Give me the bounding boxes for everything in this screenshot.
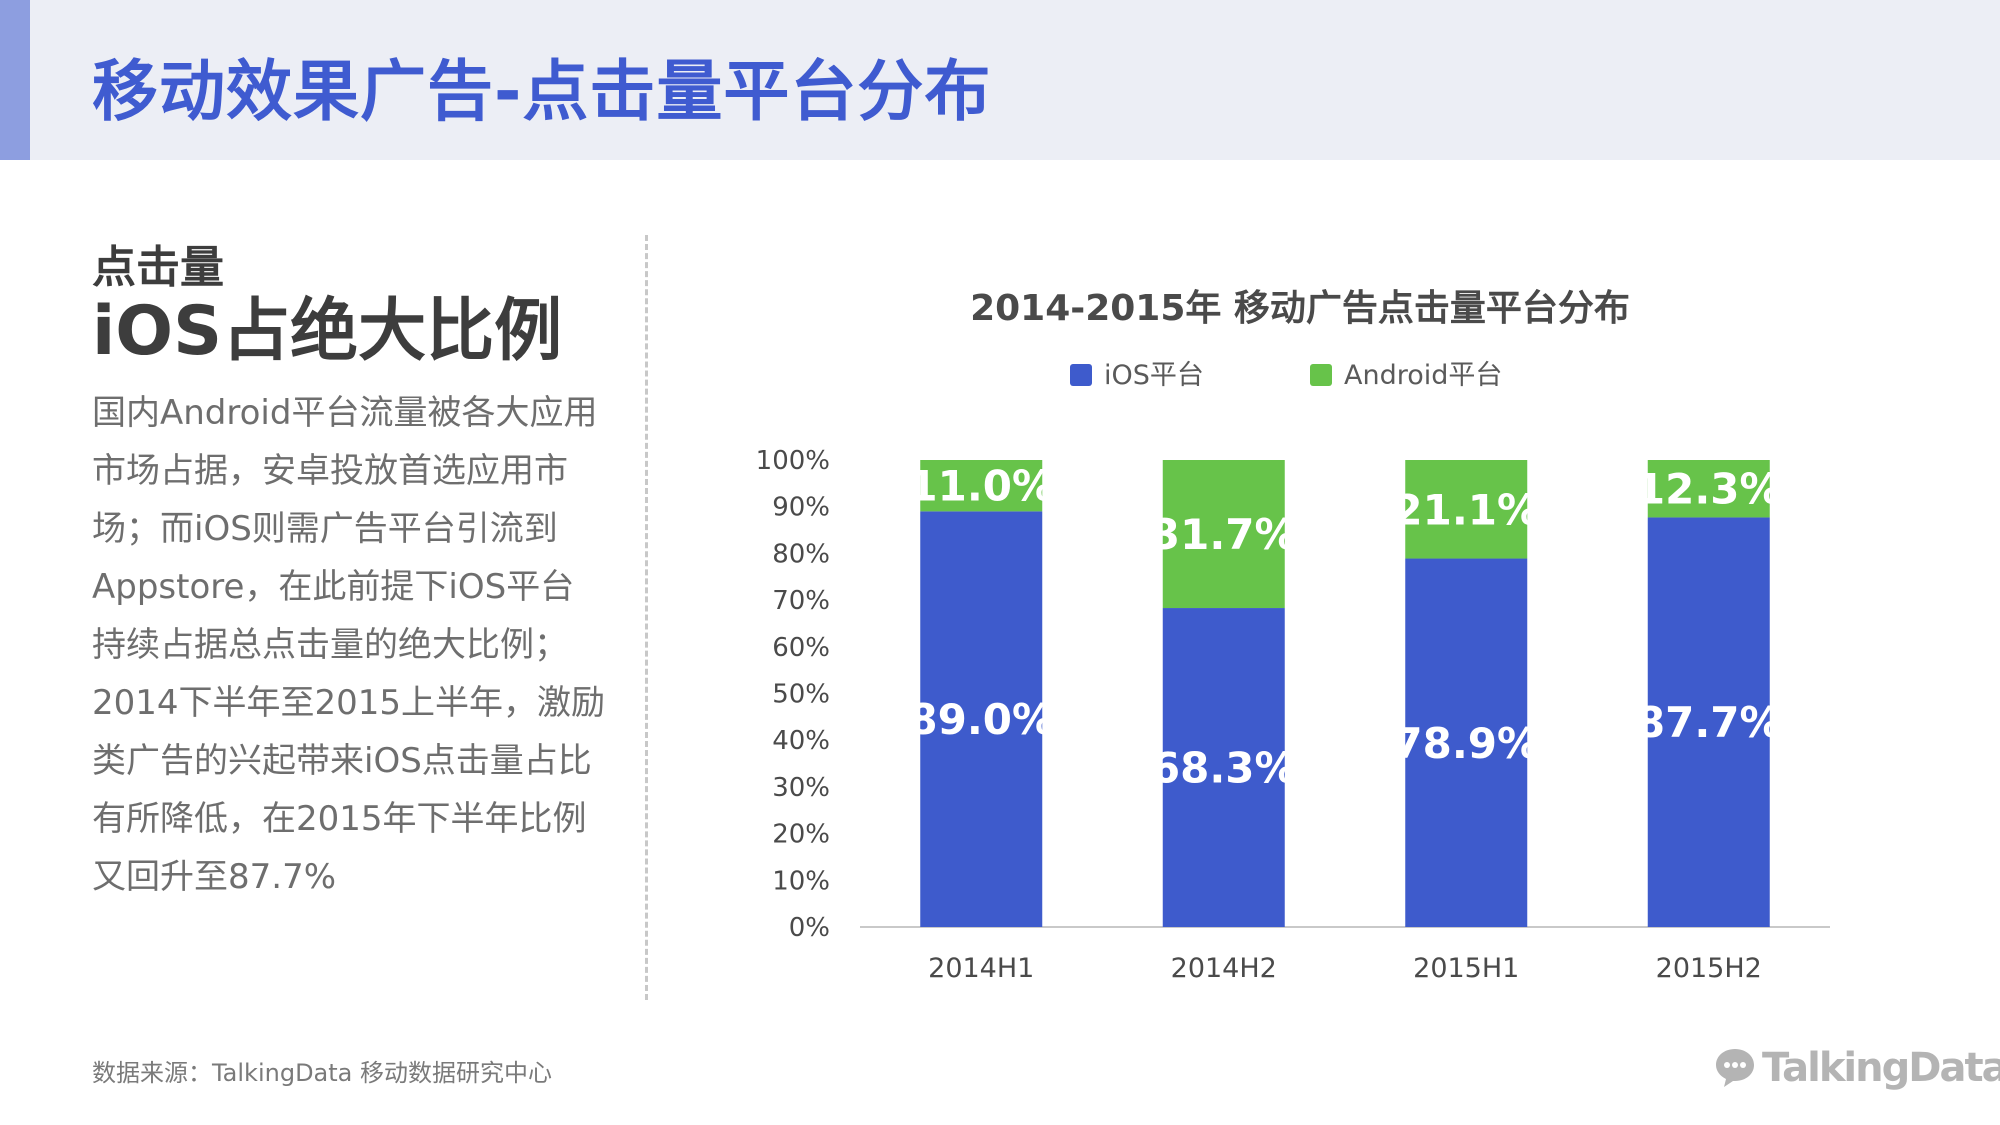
y-tick-label: 50%: [772, 680, 830, 710]
data-label-ios-2015H1: 78.9%: [1393, 719, 1539, 768]
bar-android-2015H1: [1405, 460, 1528, 559]
bar-android-2014H2: [1162, 460, 1285, 609]
x-category-label: 2015H2: [1656, 953, 1762, 984]
bar-ios-2014H2: [1162, 608, 1285, 927]
y-tick-label: 80%: [772, 539, 830, 569]
description-line: Appstore，在此前提下iOS平台: [92, 567, 575, 607]
x-category-label: 2014H1: [928, 953, 1034, 984]
y-tick-label: 30%: [772, 773, 830, 803]
legend-swatch-ios: [1070, 364, 1092, 386]
description-line: 又回升至87.7%: [92, 857, 337, 897]
data-label-ios-2015H2: 87.7%: [1636, 698, 1782, 747]
data-label-ios-2014H2: 68.3%: [1151, 744, 1297, 793]
y-tick-label: 20%: [772, 820, 830, 850]
left-panel: 点击量 iOS占绝大比例 国内Android平台流量被各大应用 市场占据，安卓投…: [92, 240, 612, 906]
chat-bubble-logo-icon: [1716, 1049, 1754, 1087]
subtitle-small: 点击量: [92, 242, 224, 293]
chart-title: 2014-2015年 移动广告点击量平台分布: [970, 288, 1630, 329]
description-line: 国内Android平台流量被各大应用: [92, 393, 598, 433]
y-tick-label: 40%: [772, 726, 830, 756]
description-line: 有所降低，在2015年下半年比例: [92, 799, 587, 839]
bar-ios-2014H1: [920, 511, 1043, 927]
x-category-label: 2014H2: [1171, 953, 1277, 984]
data-label-android-2015H1: 21.1%: [1393, 485, 1539, 534]
data-label-android-2014H2: 31.7%: [1151, 510, 1297, 559]
header-bar: 移动效果广告-点击量平台分布: [0, 0, 2000, 160]
description-line: 场；而iOS则需广告平台引流到: [92, 509, 558, 549]
legend-swatch-android: [1310, 364, 1332, 386]
y-tick-label: 100%: [756, 446, 830, 476]
legend-label-ios: iOS平台: [1104, 360, 1204, 391]
y-tick-label: 70%: [772, 586, 830, 616]
talkingdata-logo: TalkingData: [1712, 1040, 2000, 1096]
x-category-label: 2015H1: [1413, 953, 1519, 984]
legend-label-android: Android平台: [1344, 360, 1502, 391]
y-tick-label: 10%: [772, 866, 830, 896]
y-tick-label: 60%: [772, 633, 830, 663]
bar-ios-2015H1: [1405, 558, 1528, 927]
y-tick-label: 90%: [772, 493, 830, 523]
bar-android-2015H2: [1647, 460, 1770, 518]
data-label-android-2014H1: 11.0%: [908, 462, 1054, 511]
bar-android-2014H1: [920, 460, 1043, 512]
stacked-bar-chart: 2014-2015年 移动广告点击量平台分布 iOS平台 Android平台 0% 10…: [756, 288, 1830, 984]
description: 国内Android平台流量被各大应用 市场占据，安卓投放首选应用市 场；而iOS…: [92, 384, 612, 906]
description-line: 持续占据总点击量的绝大比例；: [92, 625, 568, 665]
bar-ios-2015H2: [1647, 517, 1770, 927]
data-label-ios-2014H1: 89.0%: [908, 695, 1054, 744]
slide-title: 移动效果广告-点击量平台分布: [92, 53, 992, 130]
logo-text: TalkingData: [1762, 1045, 2000, 1091]
chart-container: 2014-2015年 移动广告点击量平台分布 iOS平台 Android平台 0% 10…: [700, 260, 1900, 1020]
dashed-divider: [645, 235, 648, 1000]
description-line: 2014下半年至2015上半年，激励: [92, 683, 606, 723]
y-tick-label: 0%: [789, 913, 830, 943]
description-line: 市场占据，安卓投放首选应用市: [92, 451, 568, 491]
description-line: 类广告的兴起带来iOS点击量占比: [92, 741, 592, 781]
header-accent-bar: [0, 0, 30, 160]
data-source: 数据来源：TalkingData 移动数据研究中心: [92, 1059, 553, 1087]
data-label-android-2015H2: 12.3%: [1636, 465, 1782, 514]
subtitle-big: iOS占绝大比例: [92, 292, 563, 371]
